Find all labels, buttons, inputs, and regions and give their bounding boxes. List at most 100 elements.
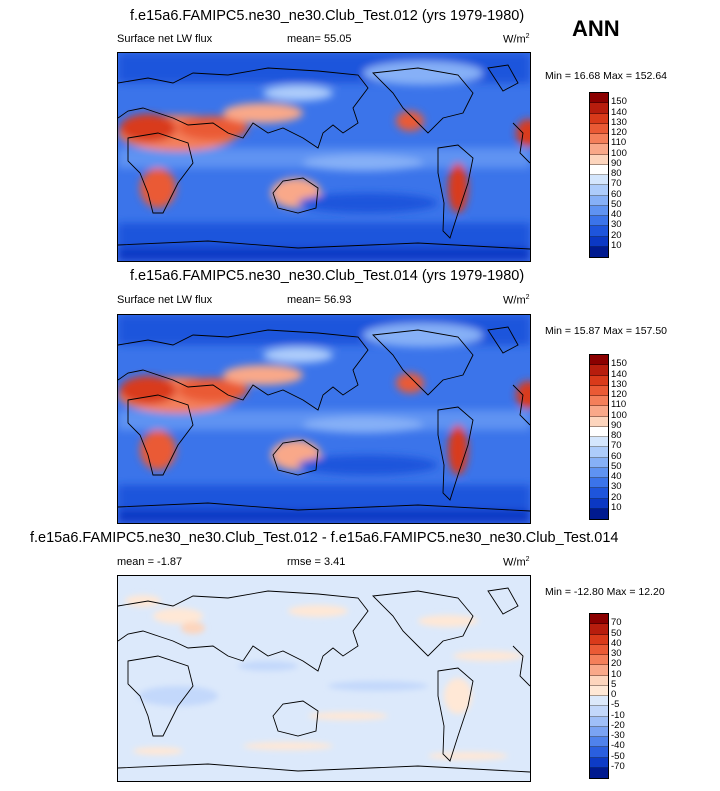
colorbar-tick-label: -40 [611,740,625,752]
colorbar-tick-label: -30 [611,730,625,741]
colorbar-swatch [590,365,608,376]
colorbar-tick-label: 20 [611,658,622,670]
colorbar-swatch [590,644,608,655]
panel3-coastlines [118,587,530,773]
colorbar-tick-label: 70 [611,617,622,629]
colorbar-swatch [590,767,608,778]
colorbar-swatch [590,154,608,165]
colorbar-tick-label: 70 [611,440,622,452]
colorbar-tick-label: 30 [611,219,622,231]
colorbar-tick-label: 130 [611,378,627,390]
colorbar-swatch [590,175,608,186]
panel3-colorbar [589,613,609,779]
colorbar-swatch [590,426,608,437]
colorbar-swatch [590,123,608,134]
colorbar-swatch [590,195,608,206]
colorbar-tick-label: 140 [611,106,627,118]
panel3-units: W/m2 [503,556,530,569]
colorbar-tick-label: 60 [611,188,622,200]
colorbar-tick-label: 50 [611,460,622,472]
colorbar-swatch [590,665,608,676]
colorbar-tick-label: 10 [611,668,622,680]
panel2-coastlines [118,326,530,512]
colorbar-swatch [590,508,608,519]
panel3-minmax: Min = -12.80 Max = 12.20 [545,586,665,598]
colorbar-tick-label: 70 [611,178,622,190]
colorbar-swatch [590,103,608,114]
colorbar-tick-label: 90 [611,419,622,431]
panel3-rmse-label: rmse = 3.41 [287,556,346,568]
colorbar-swatch [590,226,608,237]
colorbar-swatch [590,467,608,478]
colorbar-swatch [590,134,608,145]
colorbar-swatch [590,747,608,758]
colorbar-swatch [590,236,608,247]
colorbar-swatch [590,706,608,717]
panel1-mean-label: mean= 55.05 [287,33,352,45]
colorbar-tick-label: 20 [611,491,622,503]
panel2-map [117,314,531,524]
panel1-title: f.e15a6.FAMIPC5.ne30_ne30.Club_Test.012 … [130,8,525,24]
panel1-map-svg [118,53,530,261]
colorbar-tick-label: 60 [611,450,622,462]
colorbar-swatch [590,385,608,396]
colorbar-swatch [590,447,608,458]
colorbar-swatch [590,164,608,175]
colorbar-swatch [590,185,608,196]
colorbar-tick-label: 50 [611,627,622,639]
panel3-title: f.e15a6.FAMIPC5.ne30_ne30.Club_Test.012 … [30,530,619,546]
colorbar-swatch [590,416,608,427]
colorbar-tick-label: 5 [611,678,617,690]
panel2-variable-label: Surface net LW flux [117,294,213,306]
colorbar-swatch [590,375,608,386]
colorbar-tick-label: 120 [611,389,627,400]
panel1-coastlines [118,64,530,250]
colorbar-swatch [590,406,608,417]
colorbar-tick-label: 80 [611,430,622,441]
colorbar-swatch [590,457,608,468]
colorbar-tick-label: 20 [611,229,622,241]
colorbar-tick-label: 100 [611,409,627,421]
colorbar-swatch [590,93,608,104]
colorbar-swatch [590,205,608,216]
panel2-units: W/m2 [503,294,530,307]
colorbar-swatch [590,696,608,707]
colorbar-tick-label: 110 [611,137,627,149]
colorbar-swatch [590,113,608,124]
colorbar-swatch [590,488,608,499]
colorbar-swatch [590,737,608,748]
colorbar-tick-label: 90 [611,157,622,169]
colorbar-tick-label: 30 [611,481,622,493]
panel1-map [117,52,531,262]
panel2-minmax: Min = 15.87 Max = 157.50 [545,325,667,337]
colorbar-swatch [590,478,608,489]
panel3-map [117,575,531,782]
panel1-minmax: Min = 16.68 Max = 152.64 [545,70,667,82]
colorbar-tick-label: 40 [611,637,622,649]
colorbar-swatch [590,685,608,696]
colorbar-tick-label: 130 [611,116,627,128]
colorbar-swatch [590,614,608,625]
colorbar-tick-label: -5 [611,699,620,711]
panel2-mean-label: mean= 56.93 [287,294,352,306]
colorbar-tick-label: 40 [611,209,622,220]
colorbar-tick-label: 0 [611,689,617,700]
colorbar-swatch [590,757,608,768]
colorbar-tick-label: 150 [611,96,627,108]
panel2-title: f.e15a6.FAMIPC5.ne30_ne30.Club_Test.014 … [130,268,525,284]
colorbar-swatch [590,716,608,727]
panel3-mean-label: mean = -1.87 [117,556,183,568]
colorbar-tick-label: 80 [611,168,622,179]
season-label: ANN [572,16,620,41]
colorbar-tick-label: -70 [611,760,625,772]
colorbar-swatch [590,246,608,257]
panel1-colorbar [589,92,609,258]
colorbar-swatch [590,624,608,635]
colorbar-tick-label: -20 [611,719,625,731]
panel2-map-svg [118,315,530,523]
colorbar-swatch [590,655,608,666]
colorbar-swatch [590,396,608,407]
colorbar-swatch [590,437,608,448]
colorbar-tick-label: 10 [611,501,622,513]
colorbar-swatch [590,355,608,366]
